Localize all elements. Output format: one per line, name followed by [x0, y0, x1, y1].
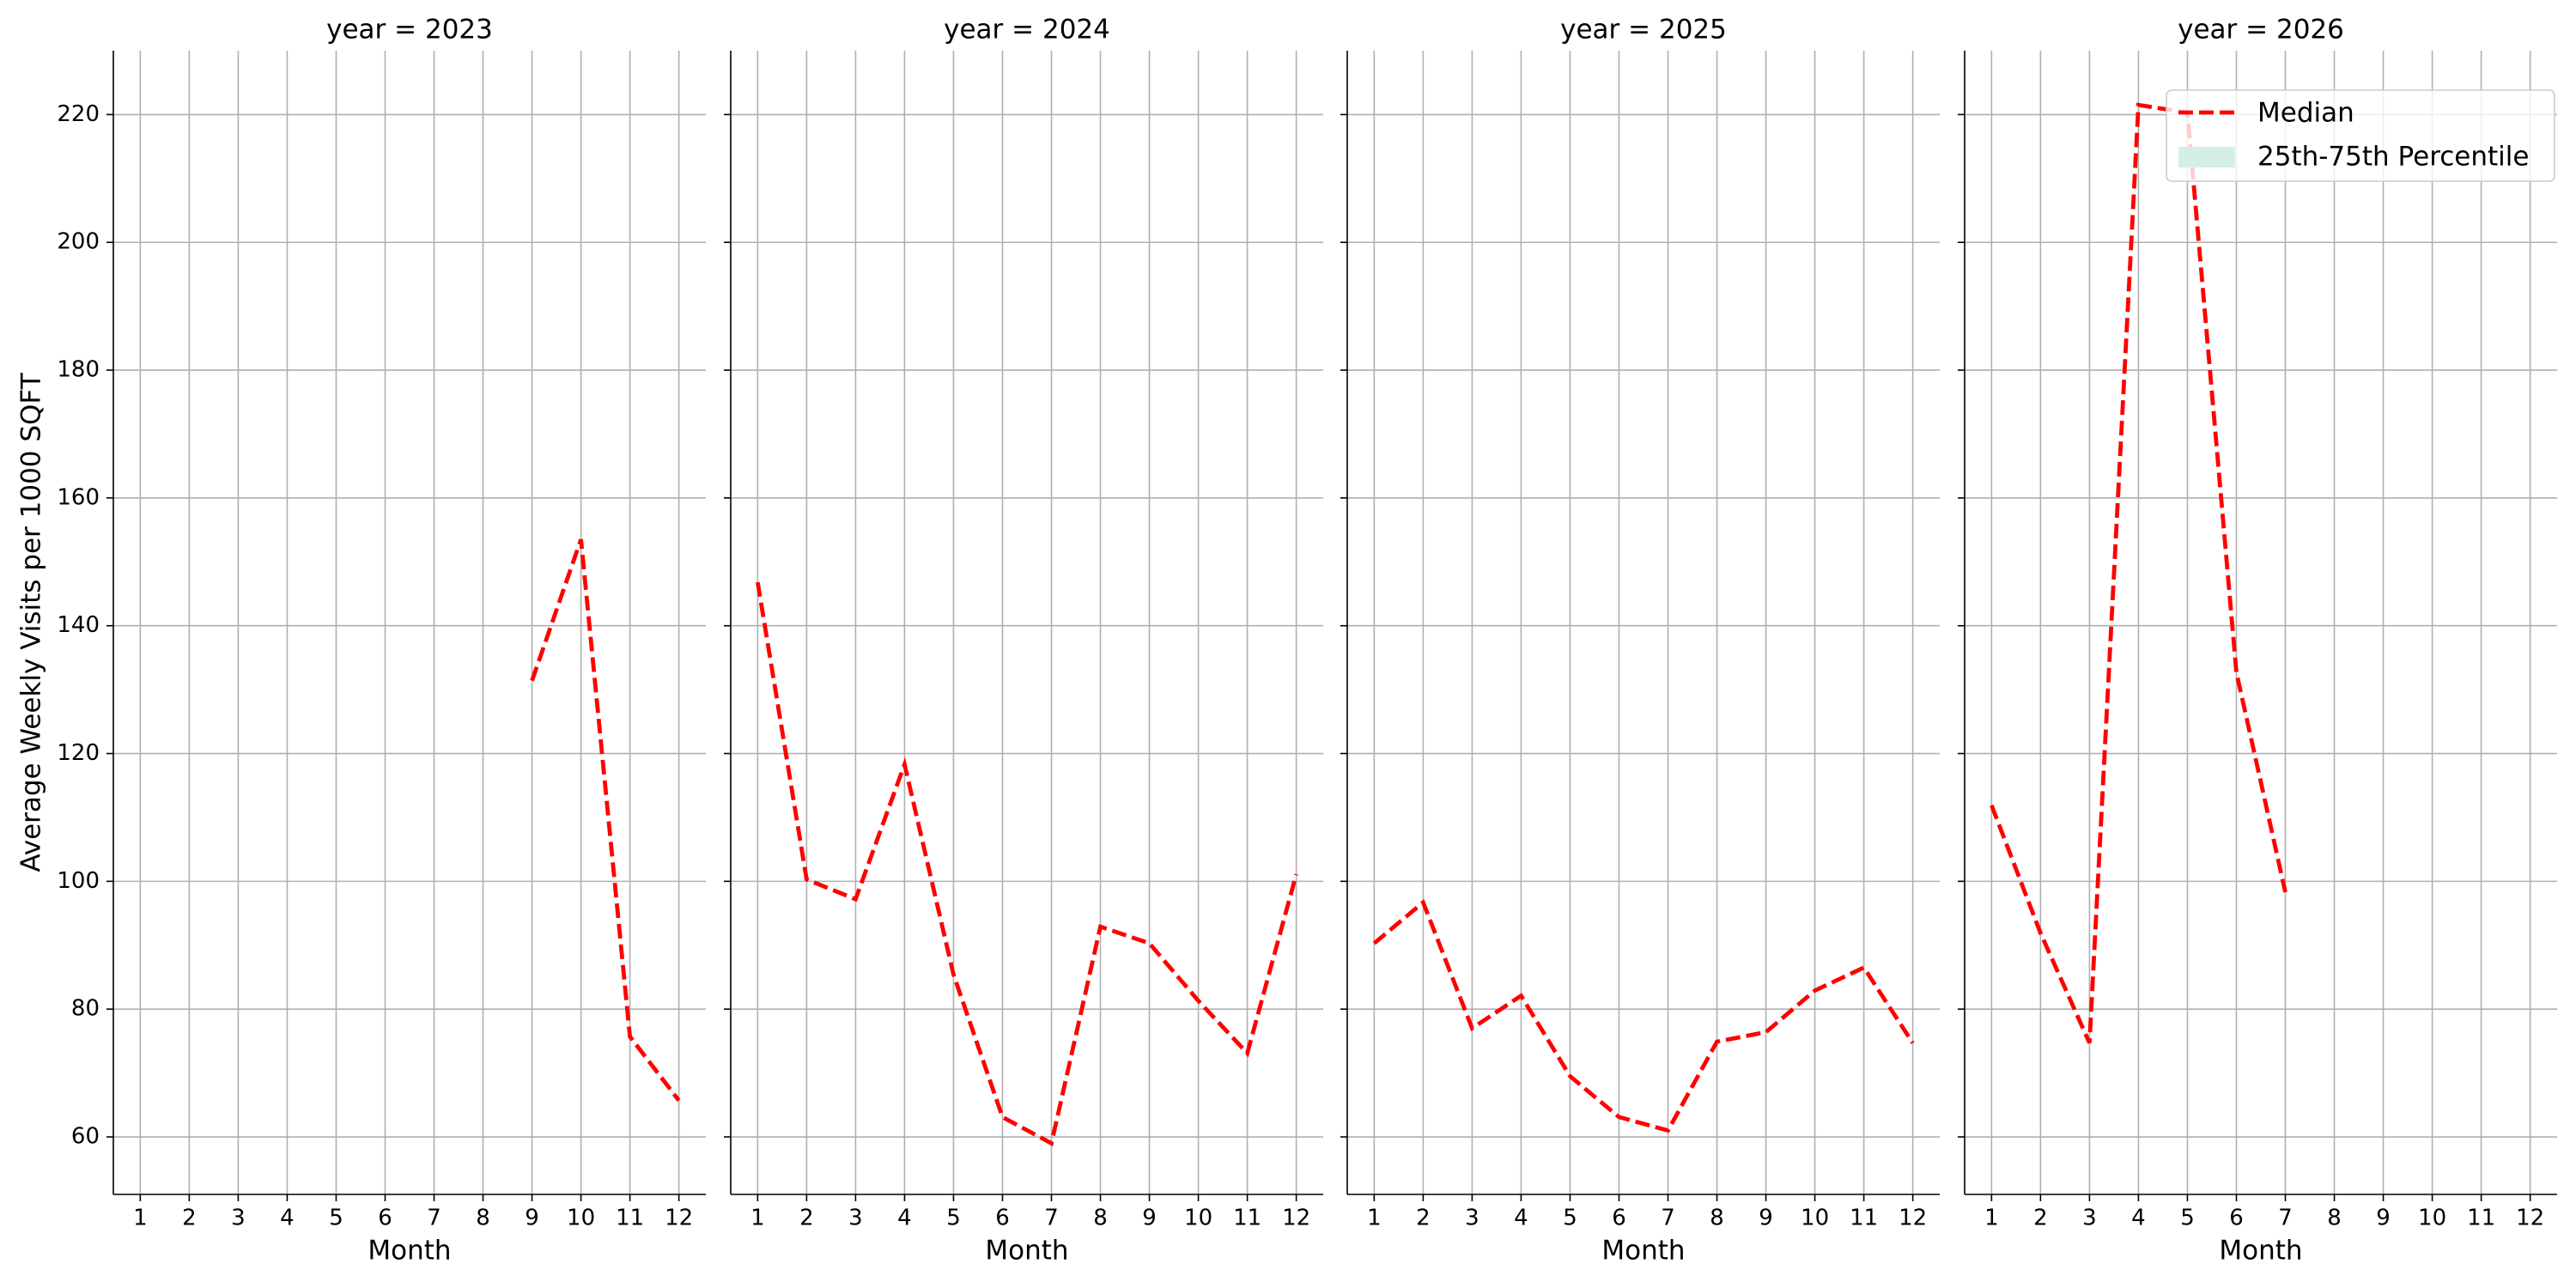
x-tick-label: 12 [2516, 1206, 2544, 1231]
x-axis-label: Month [368, 1236, 451, 1267]
x-tick-label: 7 [1661, 1206, 1675, 1231]
x-tick-label: 12 [665, 1206, 693, 1231]
x-tick-label: 10 [1184, 1206, 1212, 1231]
x-tick-label: 11 [616, 1206, 644, 1231]
median-line [530, 538, 681, 1103]
x-tick-label: 3 [1465, 1206, 1479, 1231]
x-tick-label: 5 [1563, 1206, 1577, 1231]
y-axis-label: Average Weekly Visits per 1000 SQFT [16, 372, 47, 872]
y-tick-label: 100 [57, 868, 100, 894]
x-tick-label: 4 [2131, 1206, 2146, 1231]
x-tick-label: 6 [1612, 1206, 1626, 1231]
x-tick-label: 12 [1282, 1206, 1310, 1231]
y-tick-label: 140 [57, 612, 100, 638]
y-tick-label: 180 [57, 357, 100, 383]
y-tick-label: 200 [57, 229, 100, 255]
x-tick-label: 3 [848, 1206, 863, 1231]
x-tick-label: 11 [1850, 1206, 1878, 1231]
x-tick-label: 4 [897, 1206, 912, 1231]
x-tick-label: 7 [1044, 1206, 1059, 1231]
x-tick-label: 5 [329, 1206, 343, 1231]
x-tick-label: 6 [2229, 1206, 2244, 1231]
x-axis-label: Month [2219, 1236, 2302, 1267]
median-line [1990, 102, 2287, 1044]
panel-title: year = 2024 [944, 15, 1110, 46]
x-tick-label: 2 [1416, 1206, 1431, 1231]
y-tick-label: 220 [57, 101, 100, 127]
x-tick-label: 8 [2327, 1206, 2342, 1231]
x-tick-label: 1 [750, 1206, 765, 1231]
median-line [755, 581, 1298, 1147]
panel-title: year = 2023 [326, 15, 493, 46]
x-tick-label: 11 [1233, 1206, 1261, 1231]
x-tick-label: 6 [378, 1206, 392, 1231]
x-tick-label: 5 [946, 1206, 961, 1231]
x-tick-label: 9 [1142, 1206, 1157, 1231]
y-tick-label: 160 [57, 484, 100, 510]
x-axis-label: Month [1601, 1236, 1685, 1267]
legend-label: Median [2257, 98, 2354, 129]
x-tick-label: 9 [525, 1206, 539, 1231]
x-tick-label: 3 [231, 1206, 246, 1231]
x-tick-label: 1 [133, 1206, 148, 1231]
x-tick-label: 2 [2033, 1206, 2048, 1231]
x-tick-label: 2 [799, 1206, 814, 1231]
x-tick-label: 10 [1801, 1206, 1829, 1231]
legend-label: 25th-75th Percentile [2257, 142, 2529, 173]
x-tick-label: 10 [567, 1206, 595, 1231]
legend-box [2166, 89, 2555, 182]
x-tick-label: 8 [1093, 1206, 1108, 1231]
x-tick-label: 9 [2376, 1206, 2391, 1231]
panel-title: year = 2025 [1560, 15, 1727, 46]
x-tick-label: 11 [2467, 1206, 2495, 1231]
x-tick-label: 1 [1984, 1206, 1999, 1231]
x-tick-label: 9 [1759, 1206, 1773, 1231]
x-tick-label: 8 [476, 1206, 490, 1231]
x-tick-label: 5 [2180, 1206, 2195, 1231]
x-tick-label: 3 [2082, 1206, 2097, 1231]
x-tick-label: 7 [2278, 1206, 2293, 1231]
x-tick-label: 7 [427, 1206, 441, 1231]
x-tick-label: 8 [1710, 1206, 1724, 1231]
y-tick-label: 120 [57, 740, 100, 766]
y-tick-label: 80 [71, 996, 100, 1022]
median-line [1372, 898, 1915, 1133]
x-tick-label: 12 [1899, 1206, 1927, 1231]
x-tick-label: 10 [2418, 1206, 2446, 1231]
legend-patch [2178, 147, 2235, 167]
x-tick-label: 4 [280, 1206, 295, 1231]
x-tick-label: 4 [1514, 1206, 1528, 1231]
y-tick-label: 60 [71, 1124, 100, 1150]
x-tick-label: 2 [182, 1206, 197, 1231]
panel-title: year = 2026 [2178, 15, 2344, 46]
x-axis-label: Month [985, 1236, 1068, 1267]
x-tick-label: 6 [995, 1206, 1010, 1231]
x-tick-label: 1 [1367, 1206, 1382, 1231]
